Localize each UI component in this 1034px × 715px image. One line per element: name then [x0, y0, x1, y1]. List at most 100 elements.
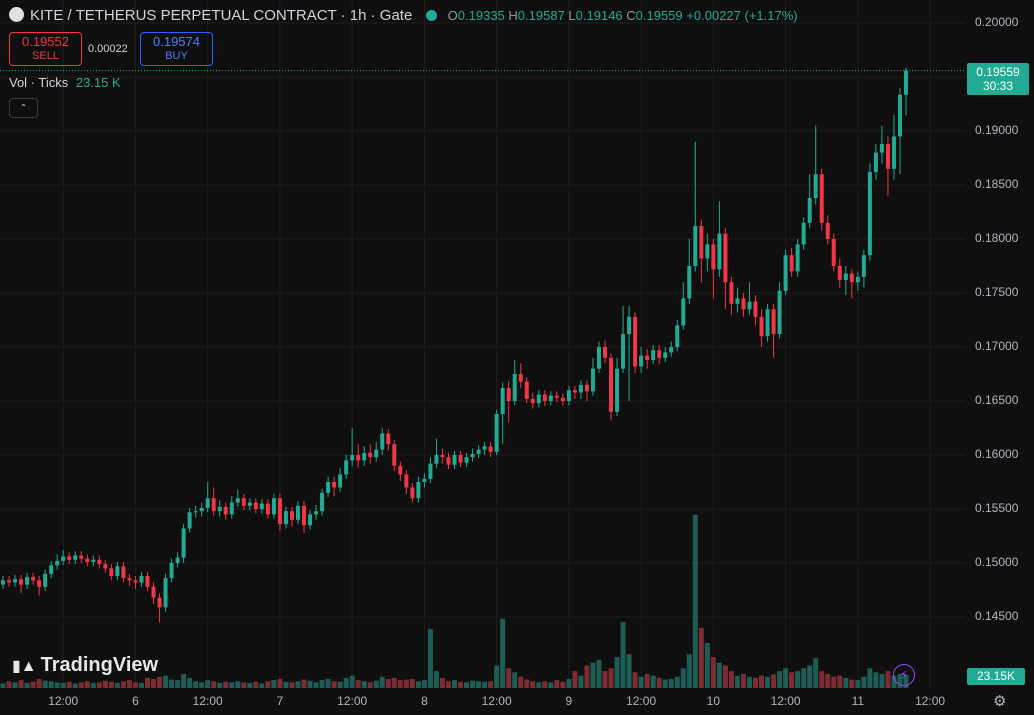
visibility-icon[interactable] [426, 10, 438, 21]
y-tick-label: 0.19000 [975, 123, 1019, 137]
volume-bar [837, 675, 843, 688]
volume-bar [452, 680, 458, 688]
candle-body [482, 446, 487, 450]
volume-bar [638, 676, 644, 688]
candle-body [181, 528, 186, 558]
candle-body [699, 226, 704, 259]
candle-body [163, 578, 168, 608]
y-tick-label: 0.16500 [975, 393, 1019, 407]
candle-body [452, 455, 457, 465]
candle-body [320, 492, 325, 512]
ohlc-value: 0.19587 [517, 8, 565, 23]
x-tick-label: 6 [132, 694, 139, 708]
volume-bar [325, 679, 331, 688]
candle-body [217, 506, 222, 512]
collapse-button[interactable]: ˆ [9, 98, 38, 118]
candle-body [639, 355, 644, 367]
logo: ▮▲ TradingView [12, 654, 159, 676]
candle-body [518, 374, 523, 382]
volume-bar [464, 682, 470, 688]
volume-bar [60, 682, 66, 688]
volume-bar [765, 676, 771, 688]
candle-body [37, 580, 42, 587]
ohlc-label: L [568, 8, 576, 23]
volume-bar [181, 673, 187, 688]
volume-bar [283, 681, 289, 688]
candle-body [1, 580, 6, 585]
volume-bar [367, 682, 373, 688]
buy-label: BUY [165, 50, 188, 62]
sell-button[interactable]: 0.19552 SELL [9, 32, 82, 66]
volume-bar [403, 679, 409, 688]
x-tick-label: 7 [277, 694, 284, 708]
candle-body [314, 511, 319, 515]
candle-body [458, 455, 463, 463]
candle-body [753, 301, 758, 317]
candle-body [410, 487, 415, 499]
volume-bar [620, 622, 626, 688]
candle-body [25, 577, 30, 585]
volume-bar [734, 675, 740, 688]
y-tick-label: 0.17000 [975, 339, 1019, 353]
volume-bar [355, 680, 361, 688]
candle-body [897, 94, 902, 137]
volume-bar [102, 680, 108, 688]
volume-bar [807, 665, 813, 688]
volume-bar [295, 681, 301, 688]
candle-body [61, 556, 66, 561]
volume-bar [590, 662, 596, 688]
volume-bar [78, 682, 84, 688]
settings-button[interactable]: ⚙ [993, 693, 1007, 710]
candle-body [127, 578, 132, 581]
candle-body [777, 290, 782, 335]
y-tick-label: 0.17500 [975, 285, 1019, 299]
candle-body [584, 384, 589, 392]
y-tick-label: 0.18000 [975, 231, 1019, 245]
candle-body [488, 446, 493, 452]
volume-bar [608, 668, 614, 688]
ohlc-label: C [626, 8, 636, 23]
candle-body [849, 273, 854, 283]
x-tick-label: 9 [566, 694, 573, 708]
candle-body [566, 390, 571, 402]
volume-bar [415, 681, 421, 688]
candle-body [687, 266, 692, 299]
volume-bar [271, 680, 277, 688]
volume-bar [36, 679, 42, 688]
volume-bar [536, 682, 542, 688]
buy-button[interactable]: 0.19574 BUY [140, 32, 213, 66]
x-tick-label: 11 [852, 694, 865, 708]
volume-bar [84, 681, 90, 688]
candle-body [783, 255, 788, 291]
candle-body [530, 398, 535, 404]
volume-bar [12, 682, 18, 688]
buy-price: 0.19574 [153, 34, 200, 49]
lightning-button[interactable]: ⚡ [893, 664, 915, 686]
candle-body [891, 136, 896, 169]
volume-bar [813, 658, 819, 688]
volume-bar [259, 683, 265, 688]
volume-bar [476, 681, 482, 688]
volume-bar [205, 680, 211, 688]
candle-body [368, 452, 373, 458]
volume-bar [427, 628, 433, 688]
candle-body [145, 575, 150, 587]
volume-bar [740, 673, 746, 688]
candle-body [717, 233, 722, 270]
ohlc-value: 0.19335 [457, 8, 505, 23]
x-tick-label: 12:00 [337, 694, 367, 708]
volume-bar [861, 676, 867, 688]
ohlc-label: H [508, 8, 518, 23]
x-tick-label: 12:00 [771, 694, 801, 708]
x-tick-label: 12:00 [915, 694, 945, 708]
candle-body [404, 474, 409, 488]
candle-body [283, 511, 288, 525]
volume-bar [849, 679, 855, 688]
volume-bar [72, 683, 78, 688]
volume-bar [488, 681, 494, 688]
candle-body [151, 586, 156, 598]
candle-body [103, 564, 108, 569]
volume-bar [470, 680, 476, 688]
volume-bar [90, 682, 96, 688]
